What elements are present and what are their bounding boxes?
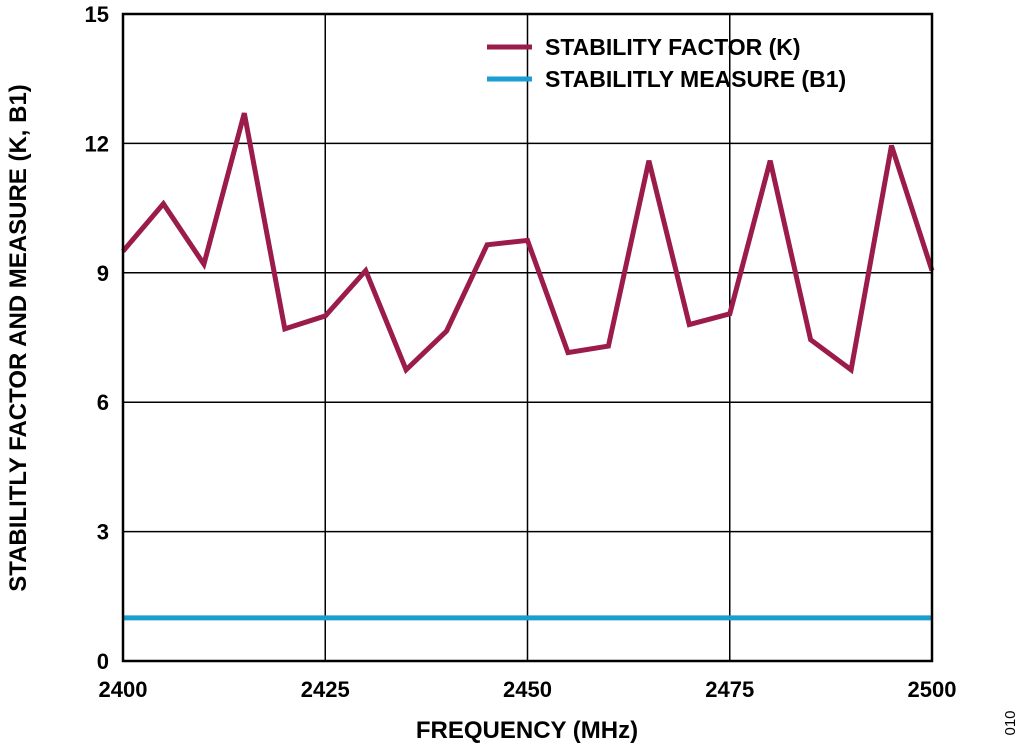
x-tick-label: 2500 (908, 677, 957, 702)
legend-label-2: STABILITLY MEASURE (B1) (545, 66, 846, 92)
y-tick-label: 6 (97, 390, 109, 415)
y-tick-label: 3 (97, 520, 109, 545)
x-tick-label: 2400 (99, 677, 148, 702)
y-axis-label: STABILITLY FACTOR AND MEASURE (K, B1) (5, 84, 32, 592)
legend-label-1: STABILITY FACTOR (K) (545, 34, 801, 60)
y-tick-label: 12 (85, 131, 109, 156)
x-tick-label: 2450 (503, 677, 552, 702)
series-line-1 (121, 112, 935, 375)
x-tick-label: 2425 (301, 677, 350, 702)
figure-id: 010 (1002, 710, 1019, 735)
tick-labels: 2400 2425 2450 2475 2500 0 3 6 9 12 15 (85, 2, 957, 702)
x-tick-label: 2475 (705, 677, 754, 702)
legend: STABILITY FACTOR (K) STABILITLY MEASURE (… (487, 34, 846, 92)
y-tick-label: 9 (97, 261, 109, 286)
x-axis-label: FREQUENCY (MHz) (416, 717, 638, 744)
y-tick-label: 0 (97, 649, 109, 674)
series-lines (121, 112, 935, 621)
plot-frame (121, 12, 934, 663)
y-tick-label: 15 (85, 2, 109, 27)
